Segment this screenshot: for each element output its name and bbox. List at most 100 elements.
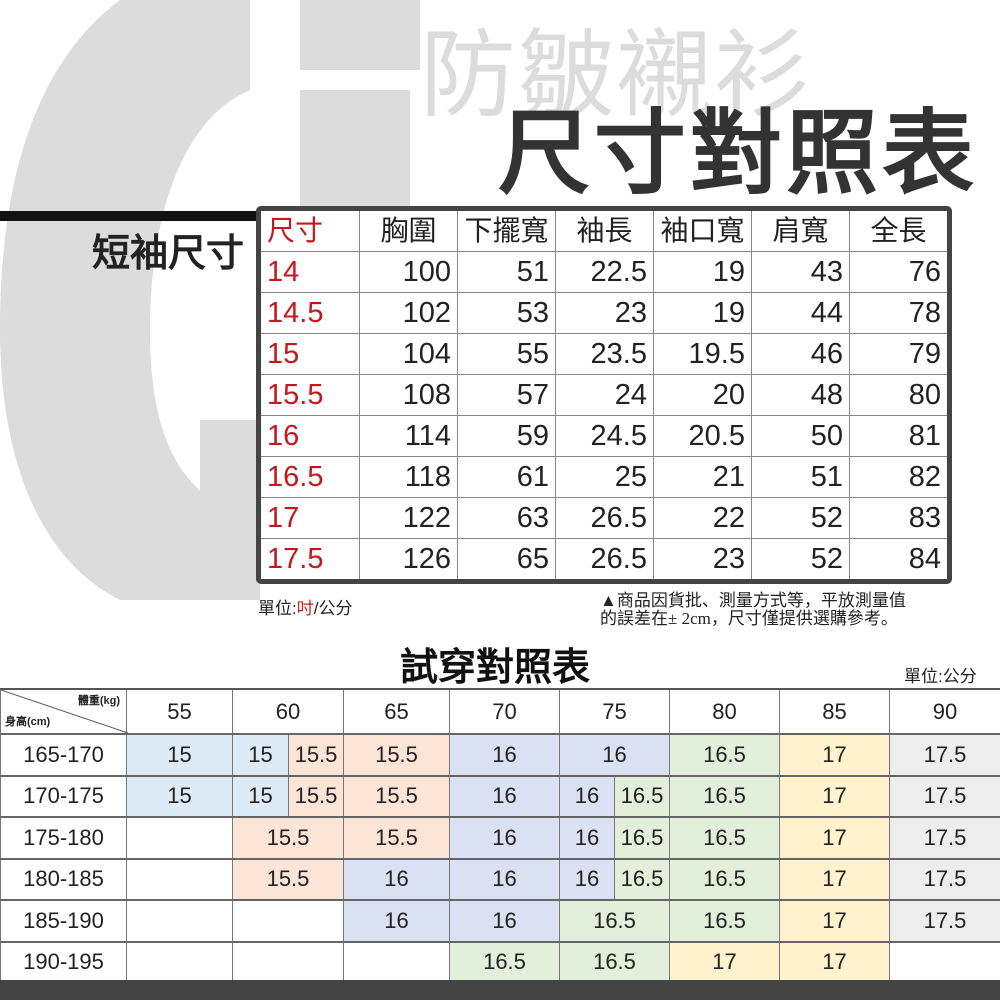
fit-size-cell: 15.5 xyxy=(344,776,450,816)
fit-size-cell: 17 xyxy=(780,942,890,982)
height-range: 175-180 xyxy=(0,818,127,858)
measurement-cell: 104 xyxy=(360,334,458,374)
fit-size-cell: 16 xyxy=(560,859,615,899)
measurement-cell: 22.5 xyxy=(556,252,654,292)
unit-cm: /公分 xyxy=(313,599,353,618)
fit-size-cell: 16.5 xyxy=(670,776,780,816)
measurement-cell: 19.5 xyxy=(654,334,752,374)
size-value: 17.5 xyxy=(261,539,360,579)
fit-size-cell: 16 xyxy=(560,818,615,858)
fit-size-cell: 17 xyxy=(780,776,890,816)
measurement-cell: 102 xyxy=(360,293,458,333)
measurement-cell: 44 xyxy=(752,293,850,333)
size-row: 17 122 63 26.5 22 52 83 xyxy=(261,498,947,539)
measurement-cell: 23.5 xyxy=(556,334,654,374)
fit-size-cell: 16.5 xyxy=(615,859,670,899)
measurement-cell: 78 xyxy=(908,297,941,329)
page-title: 尺寸對照表 xyxy=(498,103,979,205)
measurement-cell: 79 xyxy=(908,338,941,370)
measurement-cell: 19 xyxy=(654,293,752,333)
fit-size-cell: 16 xyxy=(560,735,670,775)
height-range: 185-190 xyxy=(0,901,127,941)
column-header: 全長 xyxy=(870,215,927,246)
size-unit: 單位:吋/公分 xyxy=(258,594,352,619)
fit-size-cell: 16 xyxy=(450,735,560,775)
fit-size-cell: 16.5 xyxy=(615,776,670,816)
fit-size-cell: 15 xyxy=(127,735,233,775)
measurement-cell: 23 xyxy=(654,539,752,579)
column-header: 袖長 xyxy=(556,211,654,251)
fit-size-cell: 17 xyxy=(780,735,890,775)
measurement-cell: 21 xyxy=(654,457,752,497)
column-header: 尺寸 xyxy=(261,211,360,251)
measurement-cell: 118 xyxy=(360,457,458,497)
height-range: 170-175 xyxy=(0,776,127,816)
weight-axis-label: 體重(kg) xyxy=(77,695,120,707)
fit-unit: 單位:公分 xyxy=(904,667,977,686)
weight-header: 60 xyxy=(233,690,344,733)
fit-table: 體重(kg) 身高(cm) 55 60 65 70 75 80 85 90 165-170 15… xyxy=(0,688,1000,984)
fit-size-cell: 15 xyxy=(233,735,289,775)
size-value: 15 xyxy=(261,334,360,374)
measurement-cell: 82 xyxy=(908,461,941,493)
measurement-cell: 59 xyxy=(458,416,556,456)
measurement-cell: 114 xyxy=(360,416,458,456)
size-row: 15 104 55 23.5 19.5 46 79 xyxy=(261,334,947,375)
fit-row: 165-170 15 15 15.5 15.5 16 16 16.5 17 17.5 xyxy=(0,735,1000,777)
measurement-cell: 24 xyxy=(556,375,654,415)
measurement-cell: 23 xyxy=(556,293,654,333)
height-range: 165-170 xyxy=(0,735,127,775)
column-header: 袖口寬 xyxy=(654,211,752,251)
note-line: 的誤差在± 2cm，尺寸僅提供選購參考。 xyxy=(600,609,898,628)
fit-size-cell: 17 xyxy=(670,942,780,982)
measurement-cell: 76 xyxy=(908,256,941,288)
measurement-cell: 53 xyxy=(458,293,556,333)
measurement-cell: 100 xyxy=(360,252,458,292)
fit-size-cell: 16 xyxy=(344,859,450,899)
column-header: 肩寬 xyxy=(752,211,850,251)
product-subtitle: 防皺襯衫 xyxy=(420,22,812,129)
fit-size-cell: 17.5 xyxy=(890,776,1000,816)
measurement-cell: 46 xyxy=(752,334,850,374)
fit-size-cell: 15.5 xyxy=(344,735,450,775)
fit-size-cell: 16.5 xyxy=(560,942,670,982)
measurement-cell: 61 xyxy=(458,457,556,497)
size-row: 14.5 102 53 23 19 44 78 xyxy=(261,293,947,334)
fit-size-cell: 17 xyxy=(780,859,890,899)
fit-size-cell: 16 xyxy=(344,901,450,941)
fit-header-row: 體重(kg) 身高(cm) 55 60 65 70 75 80 85 90 xyxy=(0,690,1000,735)
diagonal-line xyxy=(1,690,128,733)
fit-size-cell xyxy=(233,901,344,941)
measurement-cell: 126 xyxy=(360,539,458,579)
measurement-cell: 84 xyxy=(908,543,941,575)
weight-header: 65 xyxy=(344,690,450,733)
fit-size-cell xyxy=(127,859,233,899)
unit-prefix: 單位: xyxy=(258,599,297,618)
size-value: 16 xyxy=(261,416,360,456)
fit-size-cell: 16.5 xyxy=(670,859,780,899)
size-table: 尺寸 胸圍 下擺寬 袖長 袖口寬 肩寬 全長 14 100 51 22.5 19 43 76 14.5 102… xyxy=(256,206,952,584)
fit-size-cell xyxy=(344,942,450,982)
fit-size-cell: 16 xyxy=(450,776,560,816)
fit-size-cell: 17 xyxy=(780,901,890,941)
size-header-row: 尺寸 胸圍 下擺寬 袖長 袖口寬 肩寬 全長 xyxy=(261,211,947,252)
fit-size-cell: 15.5 xyxy=(233,859,344,899)
fit-size-cell: 16.5 xyxy=(560,901,670,941)
weight-header: 55 xyxy=(127,690,233,733)
fit-size-cell: 17.5 xyxy=(890,818,1000,858)
size-value: 14 xyxy=(261,252,360,292)
measurement-cell: 83 xyxy=(908,502,941,534)
measurement-cell: 24.5 xyxy=(556,416,654,456)
fit-row: 185-190 16 16 16.5 16.5 17 17.5 xyxy=(0,901,1000,943)
fit-size-cell xyxy=(127,901,233,941)
fit-size-cell: 15.5 xyxy=(233,818,344,858)
weight-header: 70 xyxy=(450,690,560,733)
fit-size-cell: 15.5 xyxy=(289,735,344,775)
fit-size-cell: 15 xyxy=(127,776,233,816)
fit-row: 180-185 15.5 16 16 16 16.5 16.5 17 17.5 xyxy=(0,859,1000,901)
size-row: 15.5 108 57 24 20 48 80 xyxy=(261,375,947,416)
size-row: 16 114 59 24.5 20.5 50 81 xyxy=(261,416,947,457)
fit-size-cell: 17.5 xyxy=(890,859,1000,899)
measurement-cell: 26.5 xyxy=(556,539,654,579)
